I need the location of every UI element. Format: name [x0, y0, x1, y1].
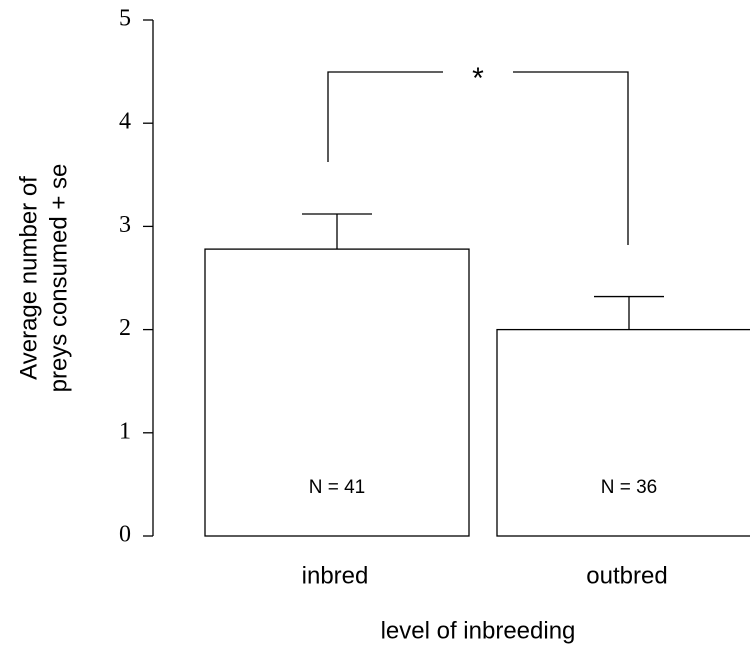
y-axis-title: Average number of preys consumed + se: [15, 164, 72, 393]
y-axis-title-line: preys consumed + se: [45, 164, 72, 393]
x-axis-title: level of inbreeding: [381, 617, 576, 644]
significance-bracket: [327, 71, 629, 245]
significance-mark: *: [472, 62, 484, 95]
y-tick-label: 2: [119, 315, 131, 341]
y-axis-title-line: Average number of: [15, 176, 42, 380]
y-tick-label: 3: [119, 212, 131, 238]
bar: [496, 328, 750, 537]
bar-label: N = 41: [309, 477, 366, 498]
y-tick-label: 1: [119, 418, 131, 444]
bar-label: N = 36: [601, 477, 658, 498]
y-tick-label: 5: [119, 6, 131, 32]
x-tick-label: outbred: [586, 562, 667, 589]
y-tick-label: 4: [119, 109, 131, 135]
x-tick-label: inbred: [302, 562, 369, 589]
bar: [204, 248, 470, 537]
y-tick-label: 0: [119, 522, 131, 548]
